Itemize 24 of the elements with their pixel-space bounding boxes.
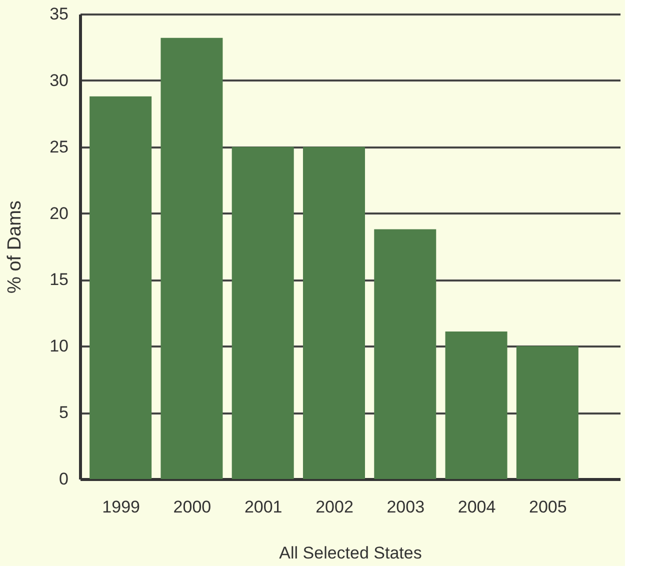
bar	[374, 229, 436, 479]
y-tick-label: 25	[50, 137, 68, 156]
y-tick-label: 15	[50, 270, 68, 290]
x-axis-title: All Selected States	[279, 544, 422, 562]
x-tick-label: 2001	[244, 498, 282, 516]
x-tick-label: 1999	[102, 498, 140, 516]
y-tick-label: 35	[50, 4, 68, 24]
bar	[232, 146, 294, 479]
x-tick-label: 2005	[529, 498, 567, 516]
x-tick-label: 2003	[386, 498, 425, 516]
x-tick-label: 2002	[316, 498, 354, 516]
y-tick-label: 5	[59, 403, 68, 422]
y-tick-label: 0	[59, 470, 68, 488]
y-axis-title: % of Dams	[4, 200, 26, 294]
y-tick-label: 30	[50, 70, 68, 90]
x-tick-label: 2004	[458, 498, 496, 516]
y-tick-label: 20	[50, 204, 68, 223]
bar	[516, 346, 578, 479]
x-tick-label: 2000	[173, 498, 212, 516]
bar	[90, 96, 152, 479]
bar	[160, 38, 223, 479]
y-tick-label: 10	[50, 336, 68, 356]
bar	[445, 332, 508, 479]
bar	[302, 146, 365, 479]
